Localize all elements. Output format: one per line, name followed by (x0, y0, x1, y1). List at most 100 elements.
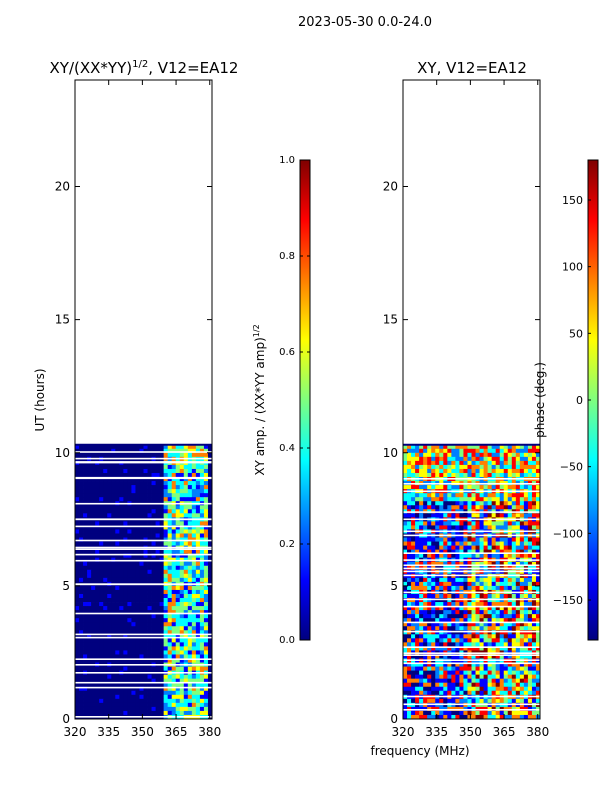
heatmap-cell (107, 626, 112, 631)
heatmap-cell (127, 472, 132, 478)
heatmap-cell (423, 561, 428, 567)
heatmap-cell (447, 456, 452, 462)
heatmap-cell (447, 618, 452, 623)
heatmap-cell (203, 710, 209, 716)
heatmap-cell (95, 646, 100, 651)
heatmap-cell (131, 654, 136, 659)
heatmap-cell (439, 472, 444, 478)
heatmap-cell (91, 448, 96, 454)
heatmap-cell (439, 485, 444, 490)
heatmap-cell (431, 714, 436, 720)
heatmap-cell (195, 602, 201, 607)
heatmap-cell (131, 493, 136, 498)
heatmap-cell (431, 541, 436, 546)
heatmap-cell (207, 573, 213, 579)
heatmap-cell (111, 569, 116, 575)
heatmap-cell (131, 666, 136, 671)
heatmap-cell (139, 541, 144, 546)
heatmap-cell (127, 682, 132, 688)
heatmap-cell (159, 577, 165, 583)
heatmap-cell (411, 464, 416, 470)
heatmap-cell (203, 541, 209, 546)
heatmap-cell (459, 549, 464, 555)
heatmap-cell (423, 460, 428, 466)
heatmap-cell (483, 666, 489, 671)
heatmap-cell (427, 545, 432, 551)
heatmap-cell (115, 698, 120, 704)
heatmap-cell (79, 533, 84, 538)
heatmap-cell (447, 505, 452, 510)
heatmap-cell (427, 456, 432, 462)
heatmap-cell (115, 686, 120, 692)
heatmap-cell (495, 638, 501, 643)
heatmap-cell (167, 614, 173, 619)
heatmap-cell (175, 686, 181, 692)
heatmap-cell (95, 706, 100, 712)
heatmap-cell (175, 493, 181, 498)
heatmap-cell (147, 585, 152, 591)
heatmap-cell (175, 666, 181, 671)
heatmap-cell (475, 618, 480, 623)
heatmap-cell (111, 706, 116, 712)
heatmap-cell (475, 472, 480, 478)
heatmap-cell (91, 549, 96, 555)
heatmap-cell (107, 690, 112, 696)
heatmap-cell (531, 485, 537, 490)
heatmap-cell (111, 485, 116, 490)
heatmap-cell (455, 682, 460, 688)
heatmap-cell (103, 710, 108, 716)
heatmap-cell (483, 452, 489, 458)
heatmap-cell (143, 686, 148, 692)
heatmap-cell (87, 598, 92, 603)
heatmap-cell (135, 702, 140, 708)
heatmap-cell (155, 485, 161, 490)
heatmap-cell (207, 690, 213, 696)
y-tick-label: 20 (55, 180, 70, 194)
heatmap-cell (139, 464, 144, 470)
heatmap-cell (135, 698, 140, 704)
heatmap-cell (455, 581, 460, 587)
heatmap-cell (455, 618, 460, 623)
heatmap-cell (155, 622, 161, 627)
heatmap-cell (435, 622, 440, 627)
heatmap-cell (423, 618, 428, 623)
heatmap-cell (447, 468, 452, 474)
heatmap-cell (451, 525, 456, 530)
heatmap-cell (411, 513, 416, 518)
heatmap-cell (419, 714, 424, 720)
heatmap-cell (163, 593, 169, 599)
heatmap-cell (195, 481, 201, 486)
heatmap-cell (107, 646, 112, 651)
heatmap-cell (135, 577, 140, 583)
heatmap-cell (503, 505, 509, 510)
heatmap-cell (495, 678, 501, 684)
heatmap-cell (179, 646, 185, 651)
heatmap-cell (411, 626, 416, 631)
heatmap-cell (471, 682, 476, 688)
heatmap-cell (519, 521, 525, 526)
heatmap-cell (483, 545, 489, 551)
heatmap-cell (443, 642, 448, 647)
heatmap-cell (115, 481, 120, 486)
heatmap-cell (95, 606, 100, 611)
heatmap-cell (83, 618, 88, 623)
heatmap-cell (191, 549, 197, 555)
heatmap-cell (411, 698, 416, 704)
heatmap-cell (531, 662, 537, 667)
heatmap-cell (207, 614, 213, 619)
heatmap-cell (427, 610, 432, 615)
heatmap-cell (103, 493, 108, 498)
heatmap-cell (75, 481, 80, 486)
heatmap-cell (527, 549, 533, 555)
heatmap-cell (119, 573, 124, 579)
flagged-row (75, 477, 212, 480)
heatmap-cell (431, 674, 436, 680)
heatmap-cell (439, 602, 444, 607)
heatmap-cell (155, 444, 161, 450)
heatmap-cell (511, 505, 517, 510)
heatmap-cell (531, 452, 537, 458)
heatmap-cell (103, 497, 108, 502)
heatmap-cell (95, 452, 100, 458)
heatmap-cell (95, 622, 100, 627)
heatmap-cell (151, 497, 156, 502)
